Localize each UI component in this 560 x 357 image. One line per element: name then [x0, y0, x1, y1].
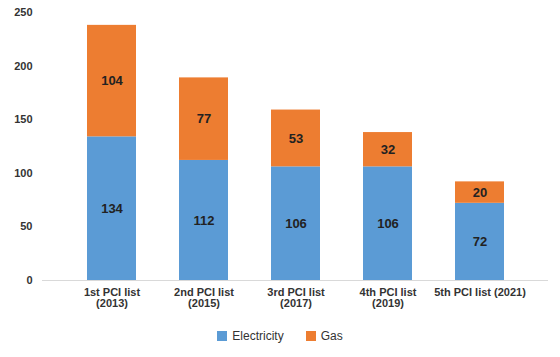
svg-text:53: 53: [289, 131, 303, 146]
svg-text:72: 72: [473, 234, 487, 249]
svg-text:50: 50: [20, 220, 32, 232]
svg-text:2nd PCI list(2015): 2nd PCI list(2015): [174, 286, 234, 309]
svg-text:106: 106: [285, 216, 307, 231]
html-text:Electricity: Electricity: [232, 329, 284, 343]
svg-text:134: 134: [101, 201, 123, 216]
svg-text:150: 150: [14, 113, 32, 125]
svg-text:250: 250: [14, 6, 32, 18]
svg-text:0: 0: [26, 274, 32, 286]
svg-text:20: 20: [473, 185, 487, 200]
svg-text:1st PCI list(2013): 1st PCI list(2013): [84, 286, 141, 309]
svg-text:77: 77: [197, 111, 211, 126]
html-text:Gas: Gas: [320, 329, 343, 343]
svg-text:5th PCI list (2021): 5th PCI list (2021): [434, 286, 526, 298]
svg-text:106: 106: [377, 216, 399, 231]
svg-text:100: 100: [14, 167, 32, 179]
svg-text:3rd PCI list(2017): 3rd PCI list(2017): [267, 286, 325, 309]
svg-text:32: 32: [381, 142, 395, 157]
svg-text:4th PCI list(2019): 4th PCI list(2019): [360, 286, 417, 309]
svg-text:104: 104: [101, 73, 123, 88]
svg-text:112: 112: [194, 213, 215, 228]
svg-text:200: 200: [14, 60, 32, 72]
